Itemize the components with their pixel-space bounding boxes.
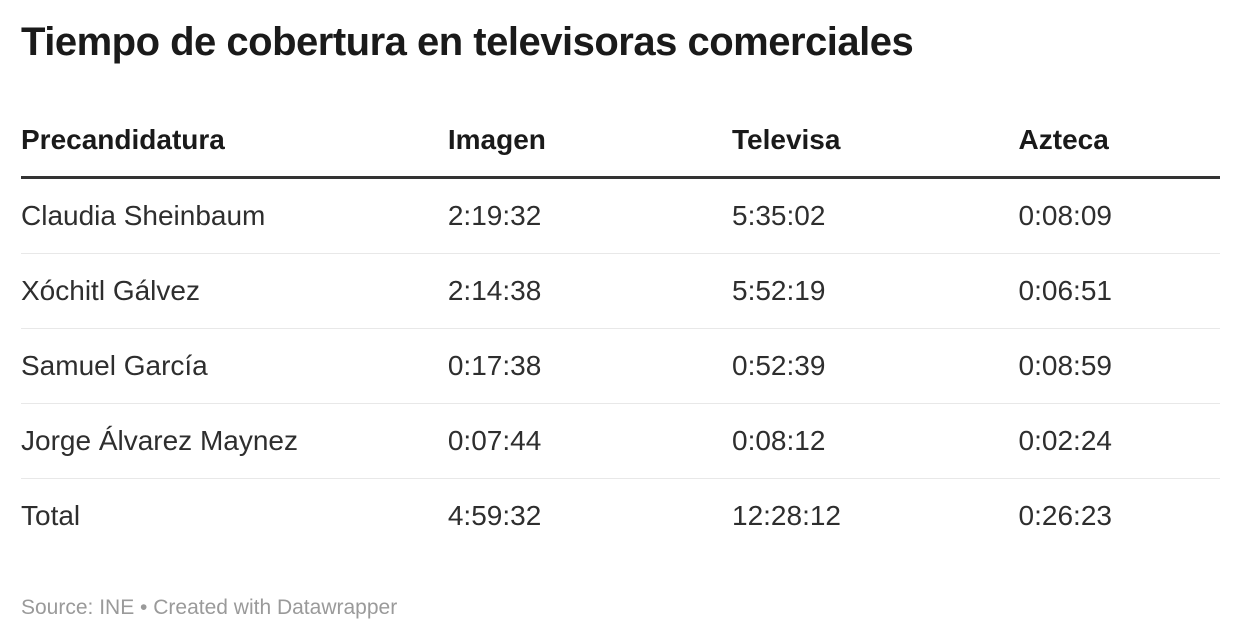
cell-televisa: 0:08:12 xyxy=(732,403,1019,479)
cell-precandidatura: Samuel García xyxy=(21,328,448,404)
chart-title: Tiempo de cobertura en televisoras comer… xyxy=(21,20,914,64)
header-row: Precandidatura Imagen Televisa Azteca xyxy=(21,126,1220,179)
cell-precandidatura: Claudia Sheinbaum xyxy=(21,177,448,254)
cell-azteca: 0:06:51 xyxy=(1018,253,1220,329)
table-row-total: Total 4:59:32 12:28:12 0:26:23 xyxy=(21,479,1220,554)
column-header-televisa: Televisa xyxy=(732,126,1019,179)
cell-azteca: 0:08:09 xyxy=(1018,177,1220,254)
table-row: Claudia Sheinbaum 2:19:32 5:35:02 0:08:0… xyxy=(21,177,1220,254)
table-row: Samuel García 0:17:38 0:52:39 0:08:59 xyxy=(21,328,1220,404)
table-row: Jorge Álvarez Maynez 0:07:44 0:08:12 0:0… xyxy=(21,403,1220,479)
cell-azteca: 0:26:23 xyxy=(1018,500,1112,531)
table-header: Precandidatura Imagen Televisa Azteca xyxy=(21,126,1220,179)
cell-imagen: 2:19:32 xyxy=(447,177,732,254)
source-attribution: Source: INE • Created with Datawrapper xyxy=(21,596,398,619)
coverage-table: Precandidatura Imagen Televisa Azteca Cl… xyxy=(21,126,1220,553)
table-row: Xóchitl Gálvez 2:14:38 5:52:19 0:06:51 xyxy=(21,253,1220,329)
column-header-azteca: Azteca xyxy=(1018,126,1220,179)
cell-imagen: 2:14:38 xyxy=(447,253,732,329)
column-header-precandidatura: Precandidatura xyxy=(21,126,448,179)
cell-precandidatura: Total xyxy=(21,500,81,531)
cell-precandidatura: Jorge Álvarez Maynez xyxy=(21,403,448,479)
cell-imagen: 0:17:38 xyxy=(447,328,732,404)
cell-televisa: 0:52:39 xyxy=(732,328,1019,404)
cell-precandidatura: Xóchitl Gálvez xyxy=(21,253,448,329)
cell-azteca: 0:02:24 xyxy=(1018,403,1220,479)
cell-azteca: 0:08:59 xyxy=(1018,328,1220,404)
column-header-imagen: Imagen xyxy=(447,126,732,179)
cell-televisa: 12:28:12 xyxy=(732,500,841,531)
cell-imagen: 0:07:44 xyxy=(447,403,732,479)
table-body: Claudia Sheinbaum 2:19:32 5:35:02 0:08:0… xyxy=(21,177,1220,554)
cell-televisa: 5:35:02 xyxy=(732,177,1019,254)
cell-televisa: 5:52:19 xyxy=(732,253,1019,329)
cell-imagen: 4:59:32 xyxy=(447,500,542,531)
